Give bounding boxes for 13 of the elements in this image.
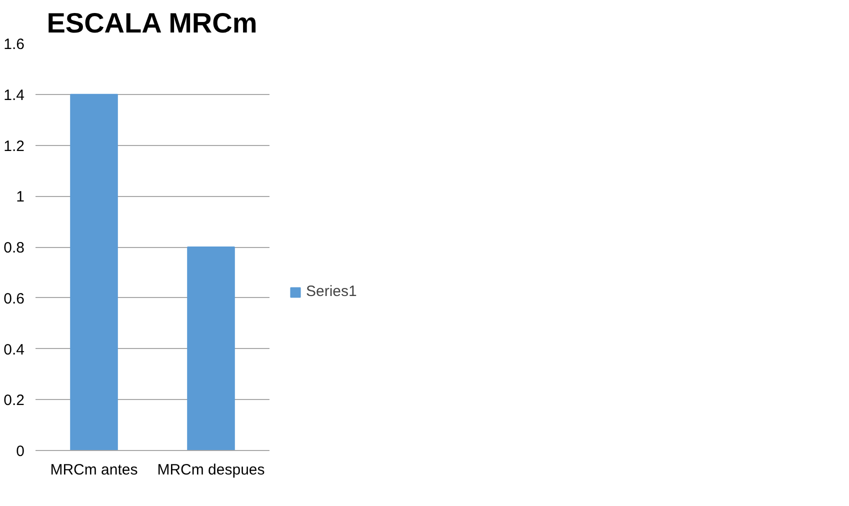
y-tick-label: 0.6 [4,290,25,308]
y-tick-label: 0.2 [4,392,25,410]
y-tick-label: 1.6 [4,36,25,53]
y-tick-label: 1 [16,188,24,206]
x-tick-label: MRCm despues [157,462,265,478]
y-tick-label: 0.8 [4,240,25,256]
x-tick-label: MRCm antes [50,462,138,478]
y-tick-label: 1.4 [4,86,25,104]
y-tick-label: 0 [16,443,24,460]
y-tick-label: 1.2 [4,138,25,155]
chart-title: ESCALA MRCm [46,8,258,38]
y-tick-label: 0.4 [4,341,25,358]
legend-label: Series1 [306,283,357,300]
